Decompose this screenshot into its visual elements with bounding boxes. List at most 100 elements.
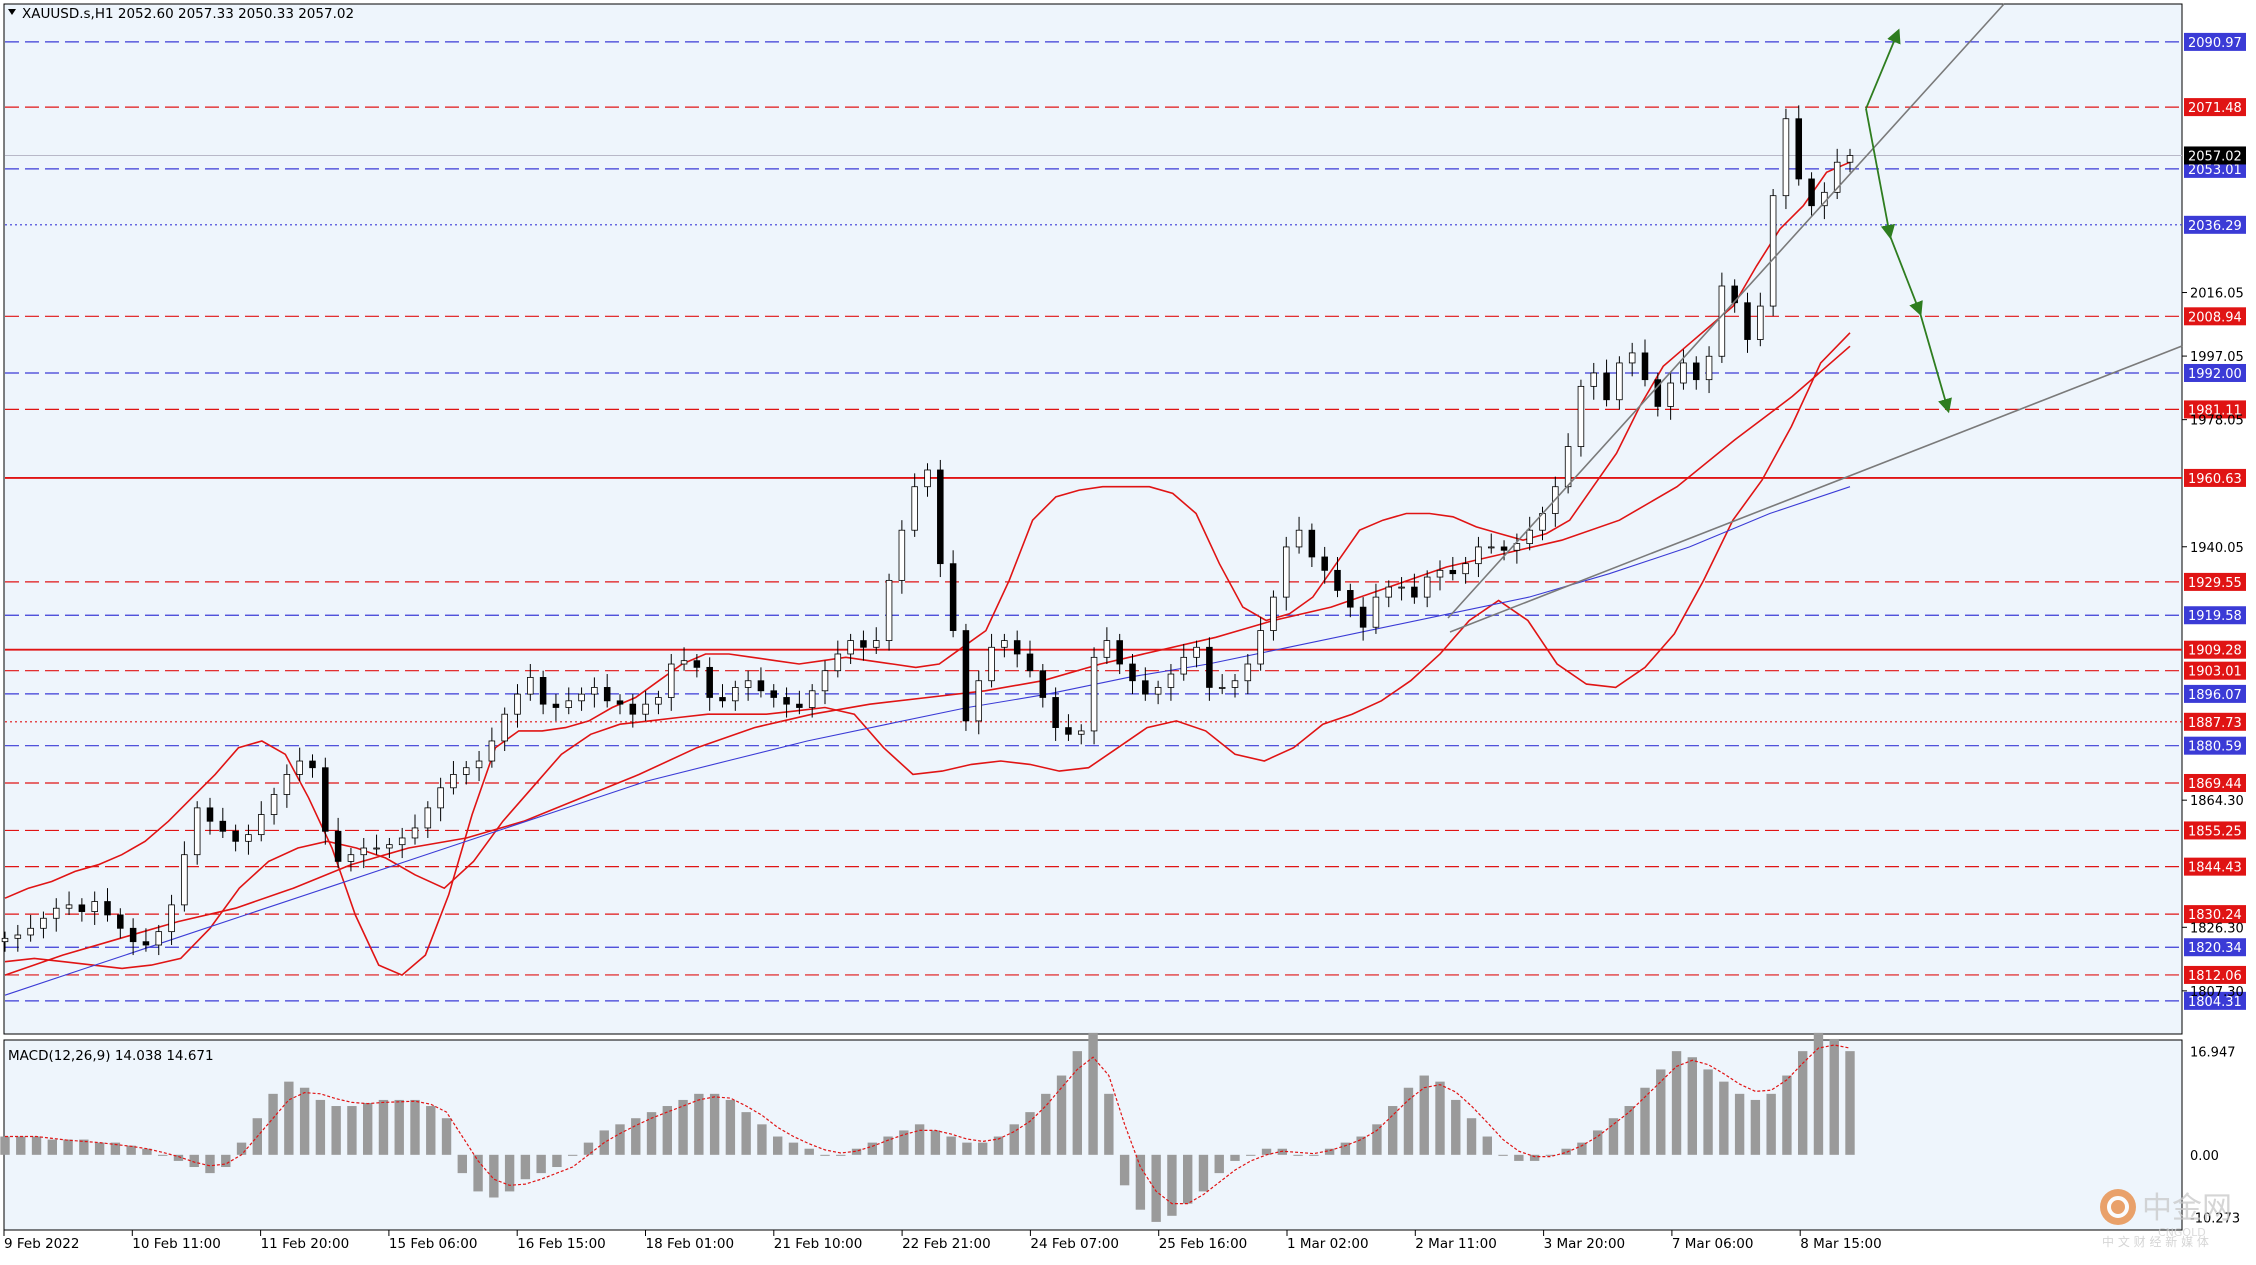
candle-body (501, 713, 508, 742)
time-tick-label: 11 Feb 20:00 (261, 1236, 350, 1252)
candle-body (603, 687, 611, 702)
macd-bar (867, 1142, 877, 1155)
watermark-brand: 中金网 (2142, 1191, 2232, 1226)
candle-body (1154, 687, 1162, 695)
macd-bar (1230, 1154, 1240, 1161)
candle-body (1526, 529, 1533, 544)
candle-body (924, 469, 931, 488)
candle-body (1577, 385, 1585, 447)
level-price-label: 2008.94 (2188, 310, 2242, 325)
price-tick-label: 1864.30 (2190, 794, 2244, 809)
macd-bar (142, 1148, 152, 1155)
time-tick-label: 1 Mar 02:00 (1287, 1236, 1369, 1252)
macd-bar (1498, 1154, 1508, 1156)
lower-trendline[interactable] (1449, 345, 2183, 633)
level-price-label: 1855.25 (2188, 824, 2242, 839)
price-tick-label: 1978.05 (2190, 414, 2244, 429)
macd-bar (284, 1081, 294, 1155)
candle-body (373, 847, 380, 850)
candle-body (1590, 372, 1598, 387)
macd-bar (1056, 1075, 1067, 1155)
candle-body (219, 820, 227, 832)
macd-bar (1719, 1081, 1729, 1155)
level-price-tag (2184, 572, 2246, 591)
level-price-tag (2184, 773, 2246, 792)
macd-bar (678, 1099, 688, 1155)
candle-body (847, 640, 854, 655)
candle-body (937, 469, 944, 565)
candle-body (885, 579, 893, 642)
bollinger-lower (4, 332, 1851, 970)
macd-bar (1309, 1154, 1319, 1156)
level-price-label: 1880.59 (2188, 740, 2242, 755)
macd-bar (741, 1112, 751, 1155)
candle-body (1308, 529, 1316, 558)
candle-body (565, 700, 573, 708)
cngold-logo-icon (2100, 1189, 2136, 1225)
candle-body (1564, 446, 1572, 488)
candle-body (1654, 379, 1662, 407)
level-price-label: 1929.55 (2188, 576, 2242, 591)
macd-bar (1482, 1136, 1492, 1155)
candle-body (411, 827, 419, 839)
macd-bar (694, 1093, 704, 1155)
macd-bar (457, 1154, 467, 1174)
time-tick-label: 18 Feb 01:00 (646, 1236, 735, 1252)
candle-body (1462, 563, 1469, 575)
macd-bar (221, 1154, 231, 1168)
dropdown-triangle-icon[interactable] (8, 9, 16, 15)
price-pane[interactable] (3, 3, 2183, 1035)
candle-body (1436, 569, 1444, 578)
macd-bar (1593, 1130, 1603, 1155)
macd-bar (1388, 1106, 1398, 1155)
level-price-tag (2184, 712, 2246, 731)
candle-body (552, 703, 560, 708)
time-tick-label: 15 Feb 06:00 (389, 1236, 478, 1252)
candle-body (1103, 640, 1111, 658)
macd-bar (1529, 1154, 1540, 1161)
candle-body (988, 646, 995, 682)
watermark-tagline: 中 文 财 经 新 媒 体 (2102, 1234, 2209, 1249)
forecast-arrow (1919, 312, 1952, 414)
macd-bar (1372, 1124, 1382, 1155)
macd-bar (1072, 1051, 1082, 1155)
macd-bar (189, 1154, 199, 1168)
macd-bar (205, 1154, 215, 1174)
candle-body (962, 630, 970, 722)
macd-bar (646, 1112, 657, 1155)
macd-bar (378, 1099, 389, 1155)
moving-average-red (4, 345, 1851, 976)
candle-body (398, 837, 406, 846)
candle-body (424, 807, 432, 829)
macd-bar (1183, 1154, 1193, 1204)
horizontal-levels[interactable] (5, 41, 2182, 1002)
candle-body (578, 693, 585, 702)
candle-body (462, 767, 470, 775)
macd-bar (0, 1136, 10, 1155)
candle-body (1718, 285, 1726, 357)
forecast-arrow (1889, 235, 1923, 317)
macd-bar (394, 1099, 404, 1155)
upper-trendline[interactable] (1447, 3, 2005, 619)
macd-label: MACD(12,26,9) 14.038 14.671 (8, 1048, 214, 1064)
candle-body (1129, 663, 1136, 682)
macd-bar (1782, 1075, 1792, 1155)
candle-body (1270, 596, 1277, 631)
macd-bar (1403, 1087, 1414, 1155)
candle-body (1180, 656, 1188, 675)
watermark: 中金网 CNGOLD 中 文 财 经 新 媒 体 (2100, 1189, 2232, 1249)
candle-body (667, 663, 675, 698)
candle-body (270, 794, 278, 815)
trendlines[interactable] (1447, 3, 2183, 633)
macd-bar (1261, 1148, 1272, 1155)
candle-body (1218, 687, 1226, 689)
level-price-label: 1896.07 (2188, 688, 2242, 703)
level-price-label: 1820.34 (2188, 941, 2242, 956)
candle-body (1628, 352, 1636, 364)
candle-body (1449, 569, 1457, 575)
macd-bar (1119, 1154, 1130, 1186)
macd-bar (126, 1145, 136, 1155)
level-price-tag (2184, 307, 2246, 326)
symbol-header: XAUUSD.s,H1 2052.60 2057.33 2050.33 2057… (22, 6, 354, 22)
